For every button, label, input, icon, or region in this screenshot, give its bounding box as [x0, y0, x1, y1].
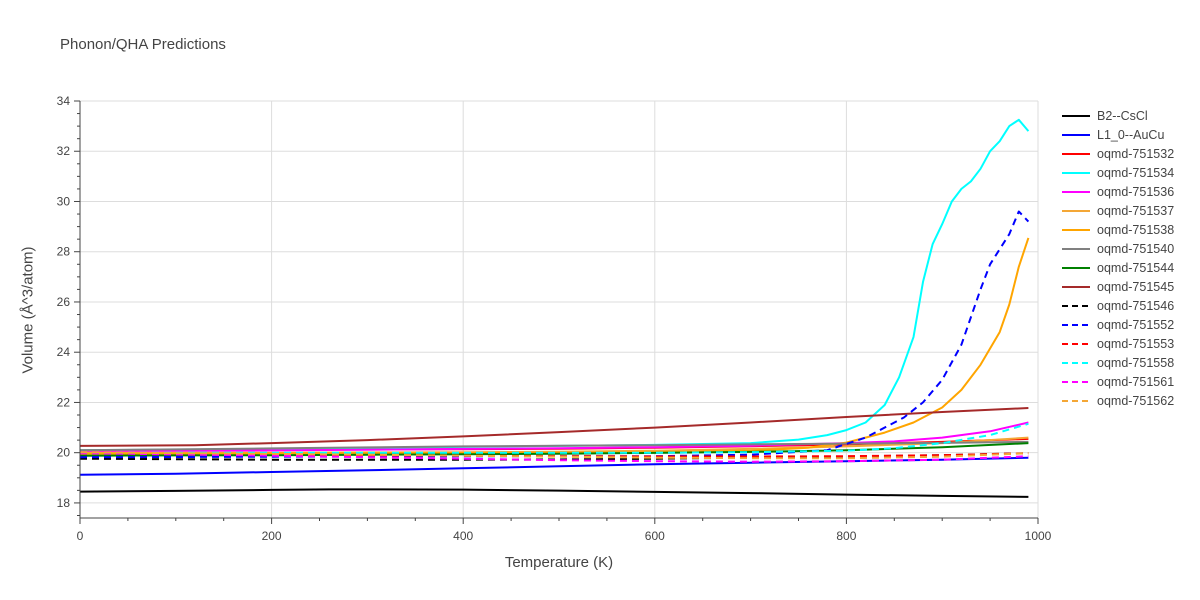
y-tick-label: 22	[57, 395, 71, 409]
series-line-oqmd-751538	[79, 237, 1030, 455]
legend-item-oqmd-751537[interactable]: oqmd-751537	[1060, 201, 1174, 220]
legend-label: oqmd-751545	[1097, 279, 1175, 294]
legend-swatch	[1062, 228, 1090, 231]
legend-swatch	[1062, 361, 1090, 364]
legend-item-oqmd-751534[interactable]: oqmd-751534	[1060, 163, 1174, 182]
x-tick-label: 600	[645, 529, 665, 543]
series-line-oqmd-751562	[79, 451, 1029, 460]
legend-label: oqmd-751562	[1097, 393, 1175, 408]
legend-label: oqmd-751536	[1097, 184, 1175, 199]
series-line-oqmd-751545	[79, 407, 1029, 447]
chart-title: Phonon/QHA Predictions	[60, 36, 226, 53]
legend-label: oqmd-751558	[1097, 355, 1175, 370]
y-axis-title: Volume (Å^3/atom)	[19, 246, 37, 374]
legend-item-B2--CsCl[interactable]: B2--CsCl	[1060, 106, 1174, 125]
y-tick-label: 24	[57, 345, 71, 359]
y-tick-label: 28	[57, 245, 71, 259]
legend-swatch	[1062, 323, 1090, 326]
legend-item-oqmd-751532[interactable]: oqmd-751532	[1060, 144, 1174, 163]
legend-swatch	[1062, 209, 1090, 212]
legend-label: oqmd-751534	[1097, 165, 1175, 180]
series-line-oqmd-751536	[79, 421, 1029, 453]
x-tick-label: 0	[77, 529, 84, 543]
legend[interactable]: B2--CsCl L1_0--AuCu oqmd-751532 oqmd-751534…	[1060, 106, 1174, 410]
series-line-oqmd-751534	[79, 118, 1030, 452]
series-line-B2--CsCl	[79, 488, 1029, 498]
legend-item-oqmd-751536[interactable]: oqmd-751536	[1060, 182, 1174, 201]
legend-item-oqmd-751538[interactable]: oqmd-751538	[1060, 220, 1174, 239]
legend-swatch	[1062, 171, 1090, 174]
legend-swatch	[1062, 247, 1090, 250]
series-line-oqmd-751552	[79, 210, 1030, 459]
legend-item-L1_0--AuCu[interactable]: L1_0--AuCu	[1060, 125, 1174, 144]
legend-label: oqmd-751532	[1097, 146, 1175, 161]
legend-swatch	[1062, 342, 1090, 345]
legend-swatch	[1062, 304, 1090, 307]
x-axis-title: Temperature (K)	[504, 554, 614, 571]
legend-label: oqmd-751561	[1097, 374, 1175, 389]
legend-label: oqmd-751540	[1097, 241, 1175, 256]
legend-item-oqmd-751552[interactable]: oqmd-751552	[1060, 315, 1174, 334]
legend-label: oqmd-751537	[1097, 203, 1175, 218]
y-tick-label: 32	[57, 144, 71, 158]
legend-item-oqmd-751544[interactable]: oqmd-751544	[1060, 258, 1174, 277]
legend-label: L1_0--AuCu	[1097, 127, 1165, 142]
legend-item-oqmd-751562[interactable]: oqmd-751562	[1060, 391, 1174, 410]
x-tick-label: 800	[836, 529, 856, 543]
legend-item-oqmd-751558[interactable]: oqmd-751558	[1060, 353, 1174, 372]
legend-item-oqmd-751546[interactable]: oqmd-751546	[1060, 296, 1174, 315]
legend-label: B2--CsCl	[1097, 108, 1148, 123]
legend-item-oqmd-751545[interactable]: oqmd-751545	[1060, 277, 1174, 296]
y-tick-label: 30	[57, 194, 71, 208]
legend-swatch	[1062, 190, 1090, 193]
x-tick-label: 1000	[1025, 529, 1052, 543]
legend-swatch	[1062, 399, 1090, 402]
y-tick-label: 26	[57, 295, 71, 309]
legend-swatch	[1062, 285, 1090, 288]
legend-swatch	[1062, 152, 1090, 155]
legend-label: oqmd-751553	[1097, 336, 1175, 351]
x-tick-label: 200	[262, 529, 282, 543]
series-line-oqmd-751561	[79, 452, 1029, 463]
y-tick-label: 20	[57, 446, 71, 460]
x-tick-label: 400	[453, 529, 473, 543]
legend-label: oqmd-751544	[1097, 260, 1175, 275]
legend-item-oqmd-751561[interactable]: oqmd-751561	[1060, 372, 1174, 391]
legend-swatch	[1062, 114, 1090, 117]
legend-label: oqmd-751538	[1097, 222, 1175, 237]
legend-swatch	[1062, 266, 1090, 269]
legend-label: oqmd-751546	[1097, 298, 1175, 313]
y-tick-label: 18	[57, 496, 71, 510]
series-line-oqmd-751540	[79, 440, 1029, 452]
legend-item-oqmd-751540[interactable]: oqmd-751540	[1060, 239, 1174, 258]
legend-swatch	[1062, 380, 1090, 383]
legend-label: oqmd-751552	[1097, 317, 1175, 332]
legend-item-oqmd-751553[interactable]: oqmd-751553	[1060, 334, 1174, 353]
legend-swatch	[1062, 133, 1090, 136]
y-tick-label: 34	[57, 94, 71, 108]
